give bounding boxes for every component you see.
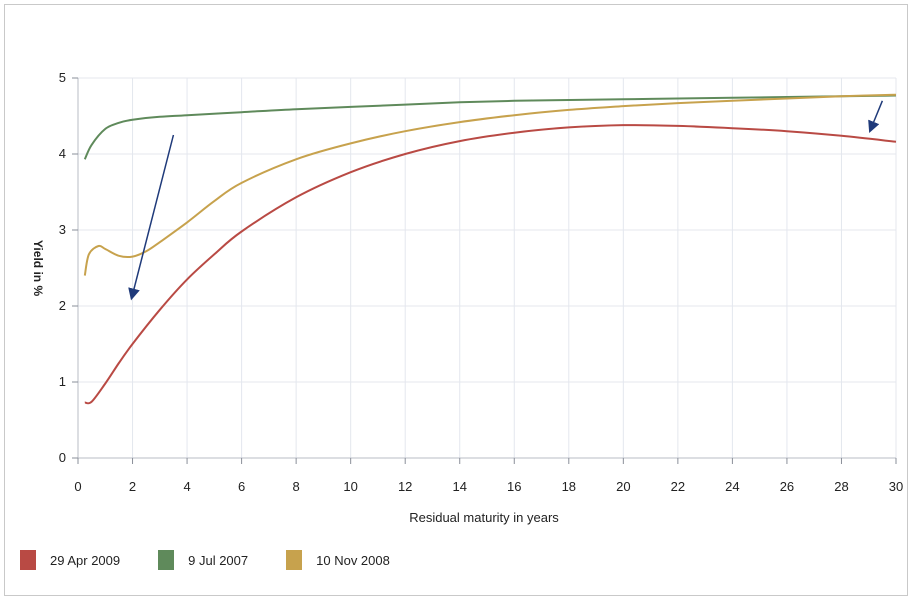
chart-frame [4, 4, 908, 596]
annotation-arrow [128, 134, 175, 301]
legend-swatch [286, 550, 303, 570]
y-tick-label: 2 [59, 298, 66, 313]
y-tick-label: 5 [59, 70, 66, 85]
series-line-9-jul-2007 [83, 94, 897, 160]
x-tick-label: 12 [398, 479, 412, 494]
x-tick-label: 6 [238, 479, 245, 494]
legend: 29 Apr 2009 9 Jul 2007 10 Nov 2008 [20, 550, 428, 570]
x-tick-label: 14 [452, 479, 466, 494]
x-tick-label: 24 [725, 479, 739, 494]
y-tick-label: 0 [59, 450, 66, 465]
legend-item-9-jul-2007[interactable]: 9 Jul 2007 [158, 550, 248, 570]
x-tick-label: 18 [562, 479, 576, 494]
x-tick-label: 20 [616, 479, 630, 494]
x-tick-label: 2 [129, 479, 136, 494]
y-tick-label: 4 [59, 146, 66, 161]
y-tick-label: 3 [59, 222, 66, 237]
y-axis-title: Yield in % [31, 240, 45, 297]
x-tick-label: 28 [834, 479, 848, 494]
y-tick-label: 1 [59, 374, 66, 389]
x-tick-label: 22 [671, 479, 685, 494]
x-tick-label: 4 [183, 479, 190, 494]
x-tick-label: 8 [293, 479, 300, 494]
x-tick-label: 30 [889, 479, 903, 494]
legend-swatch [158, 550, 175, 570]
legend-item-10-nov-2008[interactable]: 10 Nov 2008 [286, 550, 390, 570]
annotations [128, 100, 884, 301]
legend-label: 29 Apr 2009 [50, 552, 121, 568]
series [83, 93, 897, 405]
legend-label: 9 Jul 2007 [188, 552, 249, 568]
legend-item-29-apr-2009[interactable]: 29 Apr 2009 [20, 550, 120, 570]
legend-swatch [20, 550, 36, 570]
legend-label: 10 Nov 2008 [316, 552, 390, 568]
x-tick-label: 26 [780, 479, 794, 494]
x-tick-label: 0 [74, 479, 81, 494]
grid [77, 77, 897, 459]
x-tick-label: 10 [343, 479, 357, 494]
x-axis-title: Residual maturity in years [409, 510, 559, 525]
x-tick-label: 16 [507, 479, 521, 494]
series-line-10-nov-2008 [83, 93, 897, 276]
annotation-arrow [868, 100, 884, 133]
series-line-29-apr-2009 [84, 124, 897, 405]
